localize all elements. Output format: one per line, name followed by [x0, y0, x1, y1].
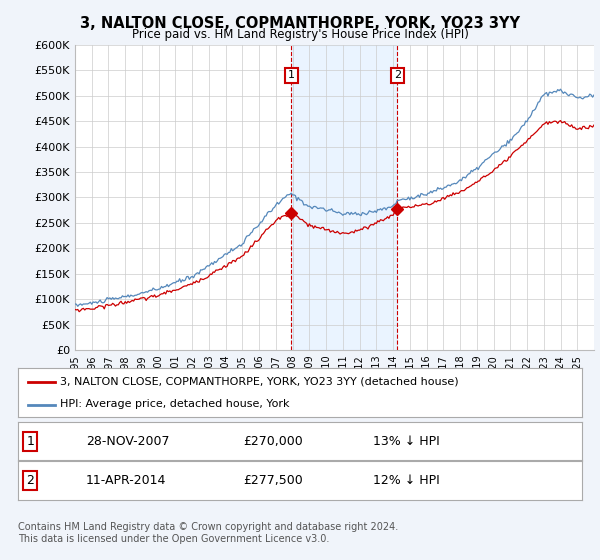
Text: Price paid vs. HM Land Registry's House Price Index (HPI): Price paid vs. HM Land Registry's House … — [131, 28, 469, 41]
Text: 12% ↓ HPI: 12% ↓ HPI — [373, 474, 440, 487]
Text: 13% ↓ HPI: 13% ↓ HPI — [373, 435, 440, 448]
Text: 28-NOV-2007: 28-NOV-2007 — [86, 435, 169, 448]
Text: 3, NALTON CLOSE, COPMANTHORPE, YORK, YO23 3YY (detached house): 3, NALTON CLOSE, COPMANTHORPE, YORK, YO2… — [60, 376, 459, 386]
Text: £277,500: £277,500 — [244, 474, 304, 487]
Text: HPI: Average price, detached house, York: HPI: Average price, detached house, York — [60, 399, 290, 409]
Text: Contains HM Land Registry data © Crown copyright and database right 2024.
This d: Contains HM Land Registry data © Crown c… — [18, 522, 398, 544]
Bar — [291, 45, 397, 350]
Text: 2: 2 — [26, 474, 34, 487]
Text: 3, NALTON CLOSE, COPMANTHORPE, YORK, YO23 3YY: 3, NALTON CLOSE, COPMANTHORPE, YORK, YO2… — [80, 16, 520, 31]
Text: 11-APR-2014: 11-APR-2014 — [86, 474, 166, 487]
Text: £270,000: £270,000 — [244, 435, 304, 448]
Text: 1: 1 — [26, 435, 34, 448]
Text: 2: 2 — [394, 71, 401, 80]
Text: 1: 1 — [288, 71, 295, 80]
